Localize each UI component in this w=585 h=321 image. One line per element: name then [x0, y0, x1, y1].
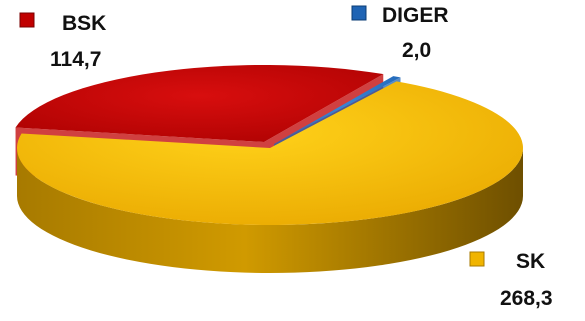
slice-top-bsk — [15, 64, 384, 142]
slice-sk — [16, 81, 523, 273]
legend-sk: SK 268,3 — [469, 250, 553, 310]
slice-side-sk — [17, 148, 523, 273]
slice-top-sk — [16, 81, 523, 226]
slice-top-diger — [274, 76, 401, 144]
legend-diger: DIGER 2,0 — [351, 4, 449, 62]
legend-marker-sk — [469, 251, 485, 267]
value-sk: 268,3 — [500, 287, 553, 310]
value-bsk: 114,7 — [50, 48, 101, 71]
legend-bsk: BSK 114,7 — [19, 12, 106, 71]
legend-marker-bsk — [19, 12, 35, 28]
value-diger: 2,0 — [402, 39, 431, 62]
label-bsk: BSK — [62, 12, 106, 35]
label-diger: DIGER — [382, 4, 449, 27]
legend-marker-diger — [351, 5, 367, 21]
label-sk: SK — [516, 250, 545, 273]
